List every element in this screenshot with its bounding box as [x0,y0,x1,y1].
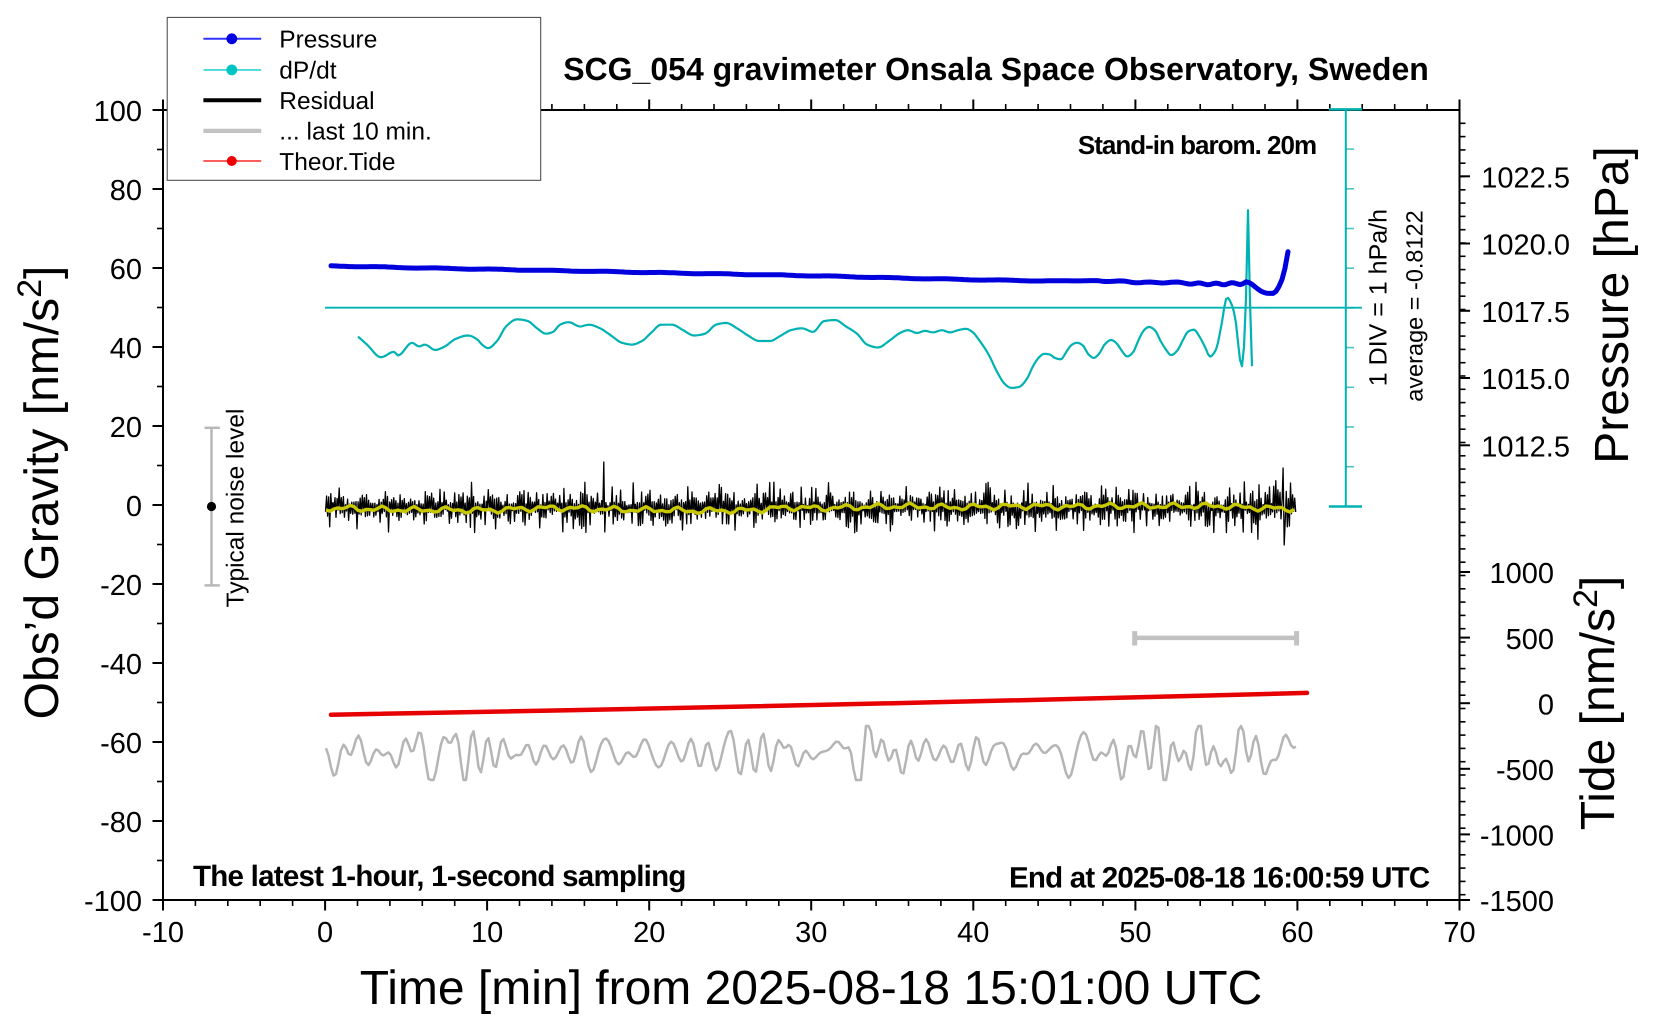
svg-text:-40: -40 [100,649,142,681]
svg-text:80: 80 [110,175,142,207]
svg-text:-500: -500 [1496,755,1554,787]
svg-text:Pressure: Pressure [279,27,377,54]
svg-text:1022.5: 1022.5 [1481,163,1570,195]
svg-text:20: 20 [633,917,665,949]
svg-text:1020.0: 1020.0 [1481,230,1570,262]
svg-text:0: 0 [126,491,142,523]
svg-text:1000: 1000 [1489,558,1554,590]
svg-text:60: 60 [1281,917,1313,949]
svg-text:Time [min] from 2025-08-18 15:: Time [min] from 2025-08-18 15:01:00 UTC [360,962,1263,1015]
svg-text:Theor.Tide: Theor.Tide [279,149,395,176]
svg-text:Residual: Residual [279,88,374,115]
svg-text:50: 50 [1119,917,1151,949]
svg-text:Stand-in barom. 20m: Stand-in barom. 20m [1078,130,1316,160]
svg-text:Pressure [hPa]: Pressure [hPa] [1586,146,1639,463]
svg-text:average = -0.8122: average = -0.8122 [1402,210,1428,401]
svg-text:0: 0 [317,917,333,949]
svg-text:30: 30 [795,917,827,949]
svg-text:-10: -10 [142,917,184,949]
svg-text:End at 2025-08-18 16:00:59 UTC: End at 2025-08-18 16:00:59 UTC [1009,862,1430,895]
svg-text:-1000: -1000 [1480,821,1554,853]
svg-text:-20: -20 [100,570,142,602]
svg-text:1017.5: 1017.5 [1481,297,1570,329]
svg-text:The latest 1-hour, 1-second sa: The latest 1-hour, 1-second sampling [193,860,686,893]
svg-text:... last 10 min.: ... last 10 min. [279,119,432,146]
svg-text:100: 100 [94,96,142,128]
svg-text:60: 60 [110,254,142,286]
svg-text:dP/dt: dP/dt [279,58,336,85]
svg-text:500: 500 [1506,624,1554,656]
svg-text:10: 10 [471,917,503,949]
svg-text:70: 70 [1443,917,1475,949]
svg-text:Tide [nm/s2]: Tide [nm/s2] [1567,576,1625,831]
svg-text:Typical noise level: Typical noise level [222,409,249,608]
svg-text:-100: -100 [84,886,142,918]
svg-text:0: 0 [1538,689,1554,721]
svg-text:1015.0: 1015.0 [1481,364,1570,396]
svg-text:Obs’d Gravity [nm/s2]: Obs’d Gravity [nm/s2] [11,266,69,720]
svg-text:1 DIV = 1 hPa/h: 1 DIV = 1 hPa/h [1365,209,1393,386]
svg-text:-80: -80 [100,807,142,839]
svg-text:-60: -60 [100,728,142,760]
svg-text:20: 20 [110,412,142,444]
svg-text:SCG_054 gravimeter Onsala Spac: SCG_054 gravimeter Onsala Space Observat… [563,51,1429,87]
svg-text:40: 40 [957,917,989,949]
svg-text:1012.5: 1012.5 [1481,432,1570,464]
svg-text:40: 40 [110,333,142,365]
svg-text:-1500: -1500 [1480,886,1554,918]
